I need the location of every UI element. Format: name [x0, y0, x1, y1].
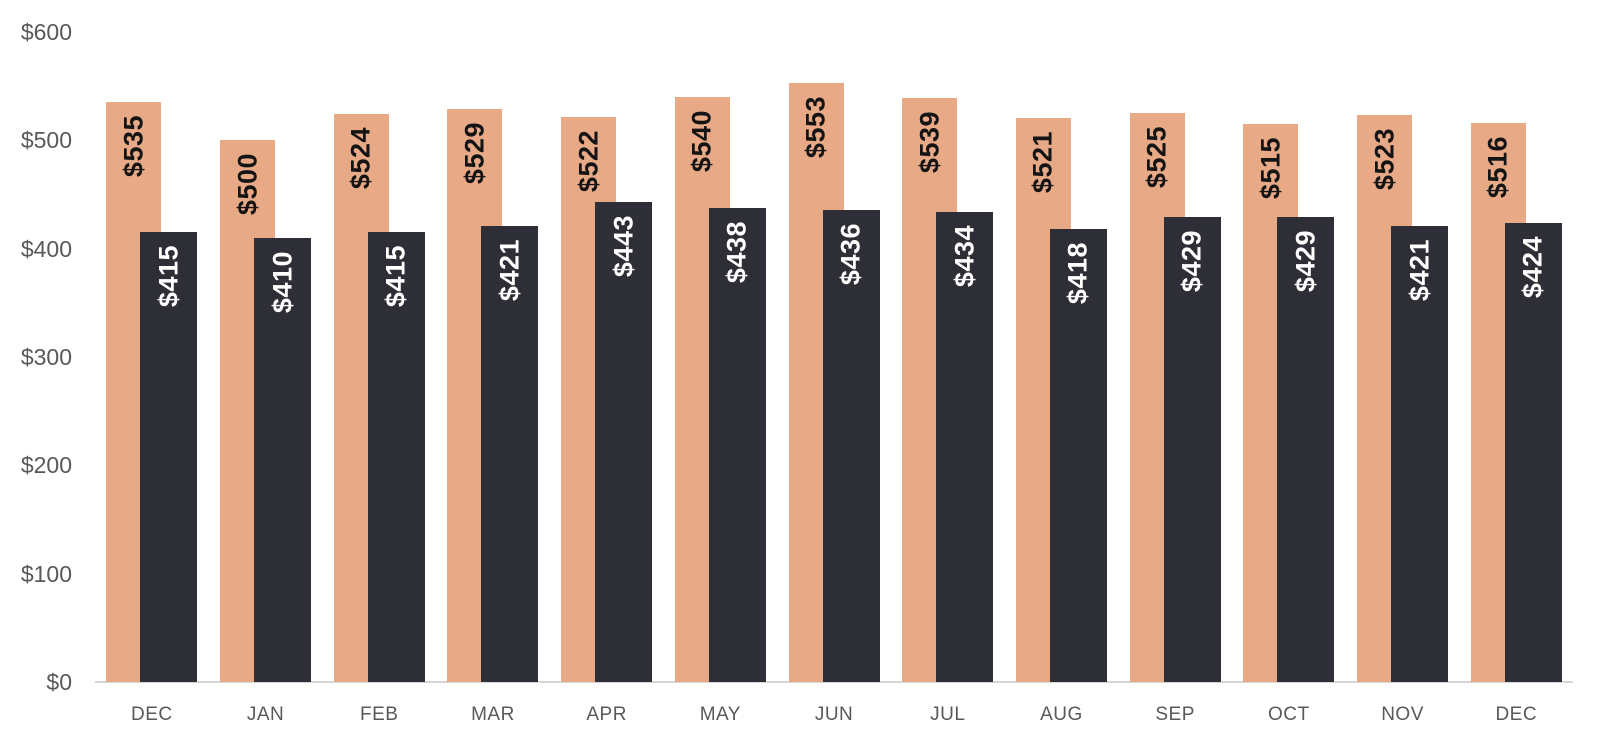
bar-value-label: $415 — [153, 245, 184, 308]
x-tick-label: JUN — [814, 704, 854, 725]
bar-series-2-dark-mar-3: $421 — [481, 225, 539, 682]
bar-value-label: $500 — [232, 153, 263, 216]
bar-series-2-dark-apr-4: $443 — [595, 202, 653, 682]
x-tick-label: AUG — [1040, 704, 1083, 725]
y-tick-label: $200 — [20, 452, 72, 479]
x-tick-label: MAY — [699, 704, 741, 725]
y-tick-label: $600 — [20, 19, 72, 45]
bar-value-label: $421 — [494, 238, 525, 301]
bar-value-label: $540 — [686, 110, 717, 173]
y-tick-label: $500 — [20, 127, 72, 154]
bar-value-label: $521 — [1027, 130, 1058, 193]
bar-value-label: $539 — [914, 111, 945, 174]
bar-value-label: $436 — [835, 222, 866, 285]
x-tick-label: DEC — [131, 704, 173, 725]
bar-value-label: $421 — [1404, 238, 1435, 301]
x-tick-label: NOV — [1381, 704, 1424, 725]
bar-value-label: $410 — [267, 250, 298, 313]
x-tick-label: FEB — [360, 704, 399, 725]
x-tick-label: DEC — [1495, 704, 1538, 725]
bar-series-2-dark-oct-10: $429 — [1277, 217, 1335, 682]
bar-series-2-dark-aug-8: $418 — [1049, 229, 1107, 682]
bar-series-2-dark-sep-9: $429 — [1163, 217, 1221, 682]
x-tick-label: OCT — [1268, 704, 1310, 725]
x-axis-line — [95, 681, 1573, 683]
bar-series-2-dark-jan-1: $410 — [254, 237, 312, 682]
bar-series-2-dark-jul-7: $434 — [936, 211, 994, 682]
bar-value-label: $424 — [1517, 235, 1548, 298]
bar-value-label: $418 — [1062, 242, 1093, 305]
bar-value-label: $429 — [1290, 230, 1321, 293]
bar-value-label: $525 — [1141, 126, 1172, 189]
x-tick-label: JUL — [930, 704, 966, 725]
bar-value-label: $443 — [608, 215, 639, 278]
bar-series-2-dark-nov-11: $421 — [1391, 225, 1449, 682]
bar-series-2-dark-dec-12: $424 — [1504, 222, 1562, 682]
bar-series-2-dark-feb-2: $415 — [367, 232, 425, 682]
y-tick-label: $300 — [20, 344, 72, 370]
bar-value-label: $516 — [1482, 136, 1513, 199]
bar-value-label: $535 — [118, 115, 149, 178]
bar-value-label: $434 — [949, 224, 980, 287]
bar-value-label: $553 — [800, 95, 831, 158]
bar-value-label: $523 — [1369, 128, 1400, 191]
x-tick-label: APR — [586, 704, 627, 725]
x-tick-label: SEP — [1155, 704, 1195, 725]
bar-value-label: $529 — [459, 121, 490, 184]
bar-series-2-dark-may-5: $438 — [708, 207, 766, 682]
y-tick-label: $400 — [20, 235, 72, 262]
bar-value-label: $524 — [345, 127, 376, 190]
y-tick-label: $0 — [46, 669, 72, 695]
bar-value-label: $429 — [1176, 230, 1207, 293]
bar-value-label: $415 — [380, 245, 411, 308]
x-tick-label: MAR — [471, 704, 515, 725]
x-tick-label: JAN — [246, 704, 285, 725]
bar-value-label: $438 — [721, 220, 752, 283]
y-tick-label: $100 — [20, 560, 72, 587]
bar-value-label: $515 — [1255, 137, 1286, 200]
bar-series-2-dark-jun-6: $436 — [822, 209, 880, 682]
bar-value-label: $522 — [573, 129, 604, 192]
bar-series-2-dark-dec-0: $415 — [140, 232, 198, 682]
